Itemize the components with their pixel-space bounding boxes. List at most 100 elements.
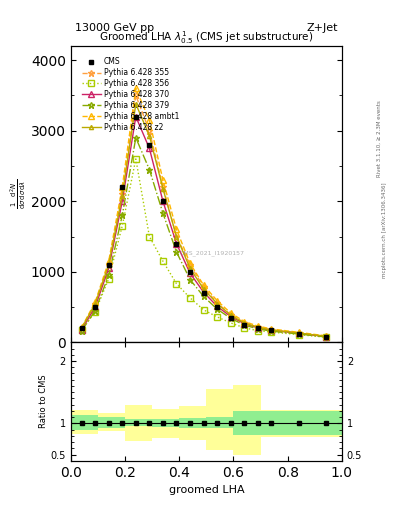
- Pythia 6.428 379: [201, 293, 206, 300]
- Pythia 6.428 ambt1: [79, 325, 84, 331]
- CMS: [269, 327, 274, 333]
- Pythia 6.428 z2: [228, 312, 233, 318]
- Line: CMS: CMS: [79, 114, 328, 339]
- Pythia 6.428 355: [174, 233, 179, 240]
- Pythia 6.428 ambt1: [174, 226, 179, 232]
- Pythia 6.428 379: [161, 210, 165, 216]
- CMS: [120, 184, 125, 190]
- Pythia 6.428 379: [323, 334, 328, 340]
- Pythia 6.428 370: [107, 265, 111, 271]
- Pythia 6.428 379: [242, 322, 247, 328]
- Legend: CMS, Pythia 6.428 355, Pythia 6.428 356, Pythia 6.428 370, Pythia 6.428 379, Pyt: CMS, Pythia 6.428 355, Pythia 6.428 356,…: [80, 56, 180, 133]
- Pythia 6.428 370: [79, 327, 84, 333]
- CMS: [215, 304, 220, 310]
- Pythia 6.428 ambt1: [201, 282, 206, 288]
- Pythia 6.428 379: [228, 315, 233, 322]
- Pythia 6.428 ambt1: [107, 258, 111, 264]
- Line: Pythia 6.428 ambt1: Pythia 6.428 ambt1: [79, 86, 329, 338]
- Pythia 6.428 z2: [161, 185, 165, 191]
- Pythia 6.428 z2: [255, 324, 260, 330]
- Pythia 6.428 356: [93, 309, 97, 315]
- Line: Pythia 6.428 z2: Pythia 6.428 z2: [79, 102, 328, 338]
- Pythia 6.428 356: [134, 156, 138, 162]
- Pythia 6.428 z2: [120, 193, 125, 199]
- Pythia 6.428 370: [120, 198, 125, 204]
- Text: CMS_2021_I1920157: CMS_2021_I1920157: [179, 250, 244, 257]
- Pythia 6.428 355: [201, 284, 206, 290]
- Pythia 6.428 356: [161, 258, 165, 264]
- CMS: [188, 269, 193, 275]
- Pythia 6.428 ambt1: [93, 299, 97, 305]
- Line: Pythia 6.428 370: Pythia 6.428 370: [79, 114, 329, 339]
- Pythia 6.428 z2: [215, 301, 220, 307]
- Pythia 6.428 z2: [107, 262, 111, 268]
- Pythia 6.428 370: [296, 330, 301, 336]
- Pythia 6.428 356: [296, 331, 301, 337]
- Pythia 6.428 379: [269, 328, 274, 334]
- CMS: [228, 314, 233, 321]
- Pythia 6.428 379: [79, 328, 84, 334]
- Pythia 6.428 355: [228, 312, 233, 318]
- Pythia 6.428 370: [201, 289, 206, 295]
- Pythia 6.428 ambt1: [215, 297, 220, 304]
- Pythia 6.428 ambt1: [228, 310, 233, 316]
- Pythia 6.428 370: [215, 303, 220, 309]
- X-axis label: groomed LHA: groomed LHA: [169, 485, 244, 495]
- Pythia 6.428 356: [215, 314, 220, 320]
- Pythia 6.428 z2: [242, 320, 247, 326]
- Pythia 6.428 379: [93, 308, 97, 314]
- Pythia 6.428 ambt1: [147, 117, 152, 123]
- CMS: [201, 290, 206, 296]
- Pythia 6.428 379: [215, 306, 220, 312]
- CMS: [296, 331, 301, 337]
- Pythia 6.428 355: [107, 262, 111, 268]
- Pythia 6.428 ambt1: [255, 323, 260, 329]
- CMS: [255, 325, 260, 331]
- Pythia 6.428 355: [242, 319, 247, 326]
- CMS: [107, 262, 111, 268]
- Pythia 6.428 379: [296, 331, 301, 337]
- Pythia 6.428 355: [134, 92, 138, 98]
- Pythia 6.428 356: [188, 295, 193, 301]
- Y-axis label: $\frac{1}{\mathrm{d}\sigma}\frac{\mathrm{d}^2 N}{\mathrm{d}\sigma\,\mathrm{d}\la: $\frac{1}{\mathrm{d}\sigma}\frac{\mathrm…: [8, 179, 28, 209]
- Pythia 6.428 379: [147, 166, 152, 173]
- Pythia 6.428 370: [242, 321, 247, 327]
- Pythia 6.428 z2: [201, 286, 206, 292]
- Pythia 6.428 ambt1: [242, 318, 247, 325]
- Title: Groomed LHA $\lambda^{1}_{0.5}$ (CMS jet substructure): Groomed LHA $\lambda^{1}_{0.5}$ (CMS jet…: [99, 29, 314, 46]
- Pythia 6.428 356: [269, 329, 274, 335]
- Pythia 6.428 355: [215, 300, 220, 306]
- Pythia 6.428 ambt1: [269, 326, 274, 332]
- CMS: [161, 198, 165, 204]
- Pythia 6.428 z2: [323, 333, 328, 339]
- Pythia 6.428 ambt1: [161, 177, 165, 183]
- Pythia 6.428 356: [323, 334, 328, 340]
- Pythia 6.428 370: [134, 114, 138, 120]
- Pythia 6.428 379: [134, 135, 138, 141]
- Line: Pythia 6.428 379: Pythia 6.428 379: [78, 134, 329, 340]
- CMS: [242, 322, 247, 328]
- Pythia 6.428 ambt1: [120, 184, 125, 190]
- Text: Z+Jet: Z+Jet: [307, 23, 338, 33]
- Text: 13000 GeV pp: 13000 GeV pp: [75, 23, 154, 33]
- Pythia 6.428 370: [174, 241, 179, 247]
- Pythia 6.428 355: [161, 184, 165, 190]
- Y-axis label: Ratio to CMS: Ratio to CMS: [39, 375, 48, 429]
- Text: Rivet 3.1.10, ≥ 2.3M events: Rivet 3.1.10, ≥ 2.3M events: [377, 100, 382, 177]
- Pythia 6.428 379: [107, 272, 111, 279]
- Pythia 6.428 356: [107, 276, 111, 282]
- Pythia 6.428 356: [228, 320, 233, 326]
- CMS: [93, 304, 97, 310]
- Line: Pythia 6.428 356: Pythia 6.428 356: [79, 156, 329, 340]
- Pythia 6.428 355: [93, 301, 97, 307]
- Text: mcplots.cern.ch [arXiv:1306.3436]: mcplots.cern.ch [arXiv:1306.3436]: [382, 183, 387, 278]
- Pythia 6.428 379: [120, 212, 125, 219]
- Pythia 6.428 370: [255, 325, 260, 331]
- Pythia 6.428 z2: [147, 133, 152, 139]
- CMS: [134, 114, 138, 120]
- CMS: [79, 325, 84, 331]
- CMS: [147, 142, 152, 148]
- Pythia 6.428 ambt1: [134, 86, 138, 92]
- Pythia 6.428 z2: [93, 301, 97, 307]
- Pythia 6.428 356: [79, 327, 84, 333]
